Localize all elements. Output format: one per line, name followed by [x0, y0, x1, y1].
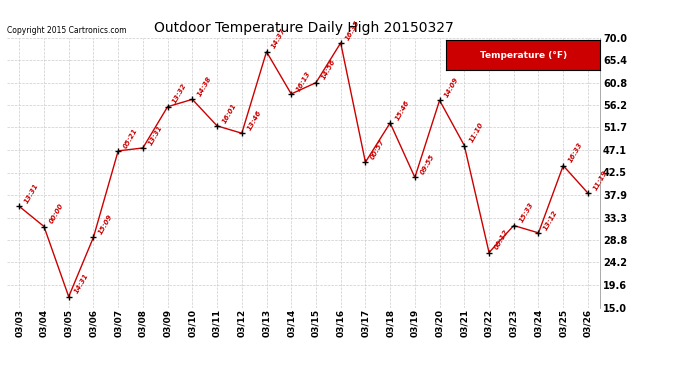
Text: 09:55: 09:55 [419, 153, 435, 176]
Text: 15:46: 15:46 [394, 99, 411, 121]
Text: 00:12: 00:12 [493, 228, 509, 251]
Text: 16:01: 16:01 [221, 102, 237, 124]
Title: Outdoor Temperature Daily High 20150327: Outdoor Temperature Daily High 20150327 [154, 21, 453, 35]
Text: 14:09: 14:09 [444, 76, 460, 99]
Text: 16:33: 16:33 [567, 142, 584, 164]
Text: 13:31: 13:31 [147, 124, 164, 146]
Text: 14:31: 14:31 [73, 273, 89, 295]
Text: 16:35: 16:35 [345, 19, 361, 41]
Text: 14:56: 14:56 [320, 58, 337, 81]
Text: 15:09: 15:09 [97, 213, 114, 236]
Text: 05:21: 05:21 [122, 127, 139, 149]
Text: 00:57: 00:57 [370, 138, 386, 160]
Text: Copyright 2015 Cartronics.com: Copyright 2015 Cartronics.com [7, 26, 126, 35]
Text: 00:00: 00:00 [48, 202, 64, 225]
Text: 14:37: 14:37 [270, 28, 287, 50]
Text: 11:10: 11:10 [469, 122, 485, 144]
Text: 16:13: 16:13 [295, 70, 312, 92]
Text: 13:31: 13:31 [23, 182, 40, 205]
Text: 13:46: 13:46 [246, 109, 262, 132]
Text: 13:32: 13:32 [172, 82, 188, 105]
Text: 14:38: 14:38 [197, 75, 213, 98]
Text: 13:12: 13:12 [542, 209, 559, 231]
Text: 11:19: 11:19 [592, 169, 609, 191]
Text: 15:33: 15:33 [518, 201, 534, 224]
